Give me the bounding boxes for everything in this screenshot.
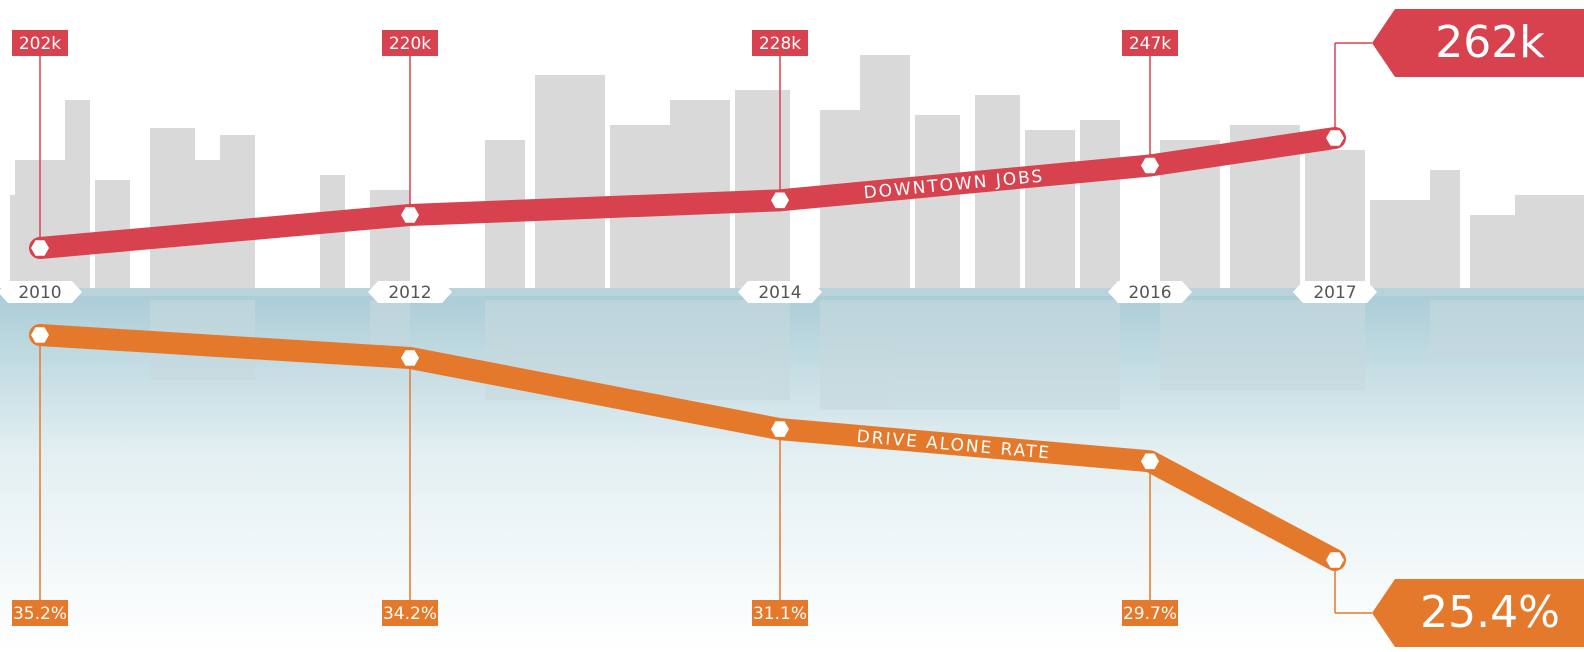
chart: 202k220k228k247k262kDOWNTOWN JOBS35.2%34… [0, 0, 1584, 652]
value-label: 247k [1129, 34, 1171, 54]
x-tick-label: 2012 [388, 283, 431, 303]
value-label: 25.4% [1420, 587, 1560, 638]
x-tick-label: 2014 [758, 283, 801, 303]
value-label: 220k [389, 34, 431, 54]
skyline [10, 55, 1584, 290]
x-tick-label: 2010 [18, 283, 61, 303]
value-label: 262k [1435, 17, 1545, 68]
value-label: 34.2% [383, 604, 437, 624]
value-label: 228k [759, 34, 801, 54]
value-label: 31.1% [753, 604, 807, 624]
x-tick-label: 2017 [1313, 283, 1356, 303]
value-label: 29.7% [1123, 604, 1177, 624]
x-tick-label: 2016 [1128, 283, 1171, 303]
value-label: 35.2% [13, 604, 67, 624]
value-label: 202k [19, 34, 61, 54]
